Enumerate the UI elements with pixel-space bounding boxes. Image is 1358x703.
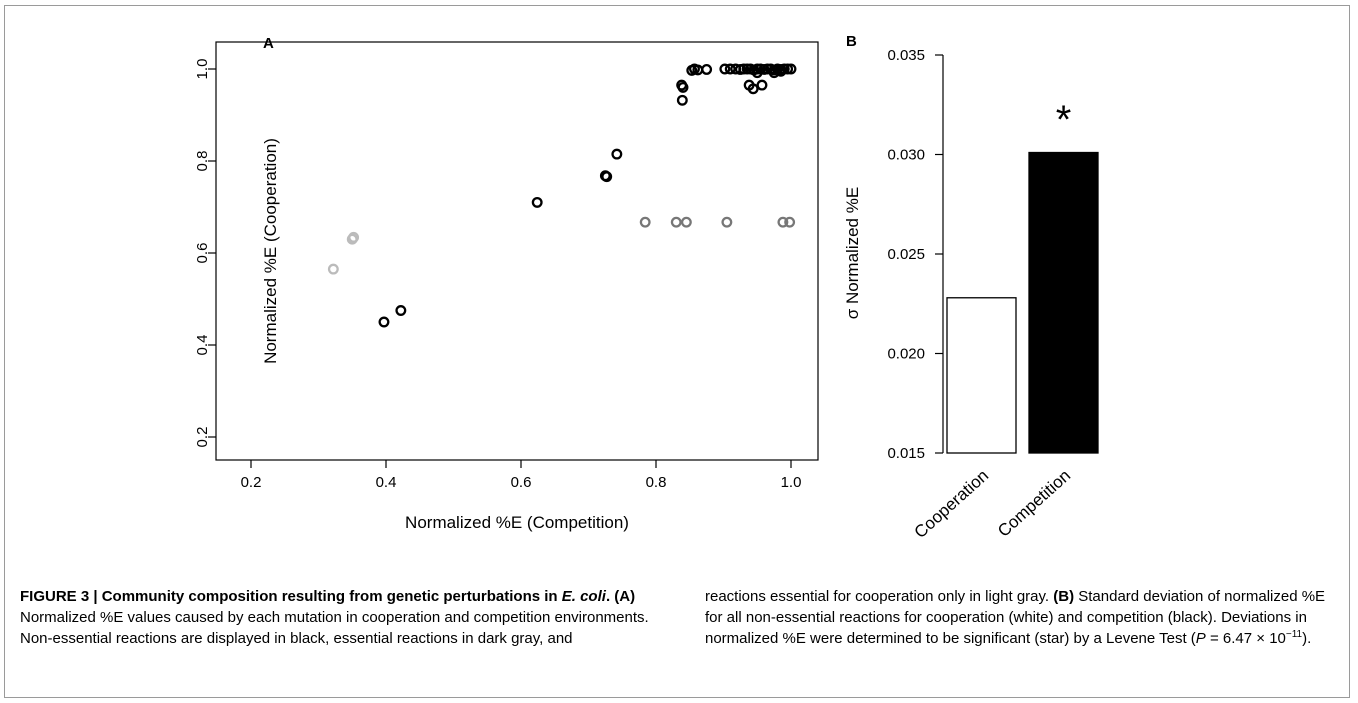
bar-y-tick-label: 0.020 [887, 346, 925, 363]
caption-p-end: ). [1302, 630, 1312, 647]
caption-title: FIGURE 3 | Community composition resulti… [20, 588, 562, 605]
scatter-point [756, 79, 768, 91]
caption-a-text: Normalized %E values caused by each muta… [20, 609, 649, 647]
scatter-point [701, 64, 713, 75]
scatter-point [751, 67, 763, 79]
caption-p-exponent: −11 [1285, 629, 1303, 640]
caption-left: FIGURE 3 | Community composition resulti… [20, 586, 660, 649]
scatter-point [531, 196, 543, 208]
caption-title-end: . [605, 588, 611, 605]
caption-p-value: = 6.47 × 10 [1205, 630, 1286, 647]
y-tick-label: 0.2 [194, 427, 211, 448]
scatter-point [724, 63, 736, 75]
scatter-point [680, 216, 692, 228]
scatter-point [677, 81, 689, 93]
caption-title-italic: E. coli [561, 588, 606, 605]
caption-right-text: reactions essential for cooperation only… [705, 588, 1050, 605]
caption-b-text: Standard deviation of normalized %E for … [705, 588, 1326, 647]
scatter-point [784, 216, 796, 228]
scatter-point [676, 94, 688, 106]
bar-category-label: Cooperation [911, 466, 993, 542]
y-tick-label: 0.4 [194, 335, 211, 356]
bar [946, 297, 1017, 454]
bar-y-tick-label: 0.015 [887, 445, 925, 462]
bar-y-tick-label: 0.025 [887, 246, 925, 263]
scatter-point [775, 65, 787, 77]
bar-y-axis-label: σ Normalized %E [843, 187, 862, 319]
y-tick-label: 0.8 [194, 151, 211, 172]
scatter-point [348, 231, 360, 243]
x-axis-label: Normalized %E (Competition) [405, 513, 629, 532]
caption-b-label: (B) [1049, 588, 1075, 605]
scatter-point [785, 63, 797, 75]
y-tick-label: 0.6 [194, 243, 211, 264]
scatter-point [741, 63, 753, 75]
scatter-point [751, 63, 763, 75]
scatter-point [738, 63, 750, 75]
scatter-plot-frame [215, 41, 819, 461]
x-tick-label: 1.0 [781, 474, 802, 491]
bar [1028, 151, 1099, 454]
y-axis-label: Normalized %E (Cooperation) [261, 138, 280, 364]
scatter-point [719, 63, 731, 75]
scatter-point [721, 216, 733, 228]
scatter-point [639, 216, 651, 228]
scatter-point [378, 316, 390, 328]
scatter-point [670, 216, 682, 228]
panel-a-label: A [263, 35, 274, 52]
scatter-point [327, 263, 339, 275]
caption-p-symbol: P [1195, 630, 1206, 647]
significance-star: * [1056, 98, 1072, 142]
figure-chart: A 0.2 0.4 0.6 0.8 1.0 0.2 0.4 0.6 0.8 1.0 Normalize… [194, 33, 1099, 542]
scatter-point [601, 171, 613, 183]
scatter-point [395, 305, 407, 316]
caption-a-label: (A) [610, 588, 636, 605]
bar-y-tick-label: 0.035 [887, 47, 925, 64]
bar-y-tick-label: 0.030 [887, 147, 925, 164]
figure-frame [4, 5, 1350, 698]
scatter-point [743, 79, 755, 91]
bar-category-label: Competition [994, 466, 1074, 541]
scatter-point [611, 148, 623, 160]
caption-right: reactions essential for cooperation only… [705, 586, 1345, 649]
panel-b-label: B [846, 33, 857, 50]
scatter-point [768, 67, 780, 79]
x-tick-label: 0.4 [376, 474, 397, 491]
scatter-point [777, 216, 789, 228]
x-tick-label: 0.6 [511, 474, 532, 491]
x-tick-label: 0.8 [646, 474, 667, 491]
y-tick-label: 1.0 [194, 59, 211, 80]
x-tick-label: 0.2 [241, 474, 262, 491]
